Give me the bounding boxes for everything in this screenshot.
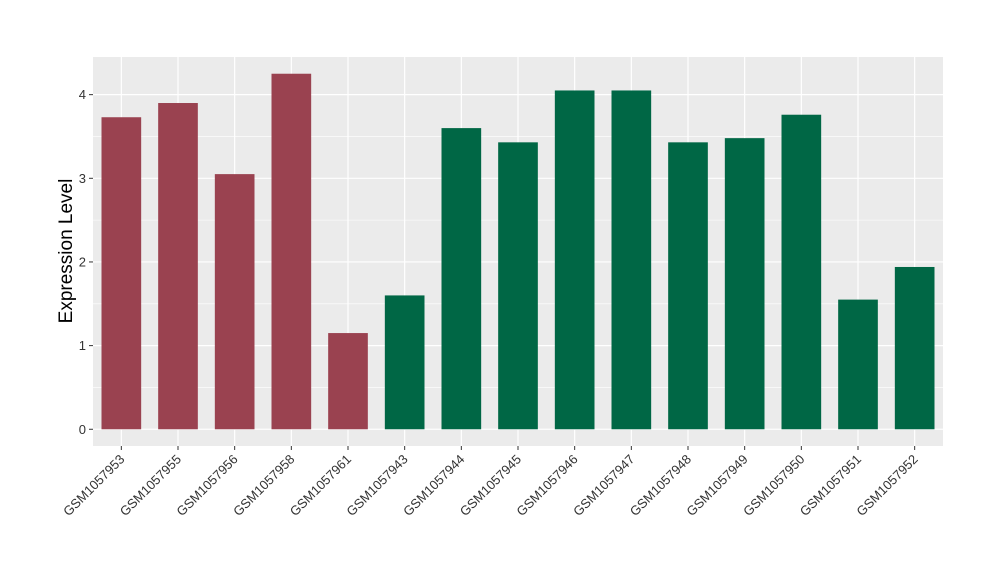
bar-gsm1057943 bbox=[384, 295, 425, 430]
y-tick-label: 1 bbox=[79, 338, 86, 353]
y-tick-label: 3 bbox=[79, 171, 86, 186]
y-axis: 0 1 2 3 4 bbox=[79, 87, 93, 437]
y-tick-label: 4 bbox=[79, 87, 86, 102]
bar-gsm1057956 bbox=[214, 174, 255, 430]
bar-gsm1057961 bbox=[328, 333, 368, 430]
y-tick-label: 2 bbox=[79, 254, 86, 269]
bar-gsm1057952 bbox=[894, 266, 935, 430]
bar-gsm1057949 bbox=[724, 138, 765, 430]
y-tick-label: 0 bbox=[79, 422, 86, 437]
bar-gsm1057955 bbox=[158, 103, 198, 430]
bar-gsm1057946 bbox=[554, 90, 595, 430]
x-axis: GSM1057953GSM1057955GSM1057956GSM1057958… bbox=[60, 446, 921, 519]
bar-gsm1057951 bbox=[838, 299, 878, 430]
bar-gsm1057944 bbox=[441, 128, 482, 430]
bar-gsm1057953 bbox=[101, 117, 142, 430]
bar-gsm1057958 bbox=[271, 73, 312, 430]
y-axis-title: Expression Level bbox=[56, 179, 77, 324]
bar-gsm1057947 bbox=[611, 90, 652, 430]
bar-gsm1057948 bbox=[668, 142, 708, 430]
bar-gsm1057945 bbox=[498, 142, 538, 430]
bar-gsm1057950 bbox=[781, 114, 822, 430]
bars bbox=[101, 73, 935, 430]
